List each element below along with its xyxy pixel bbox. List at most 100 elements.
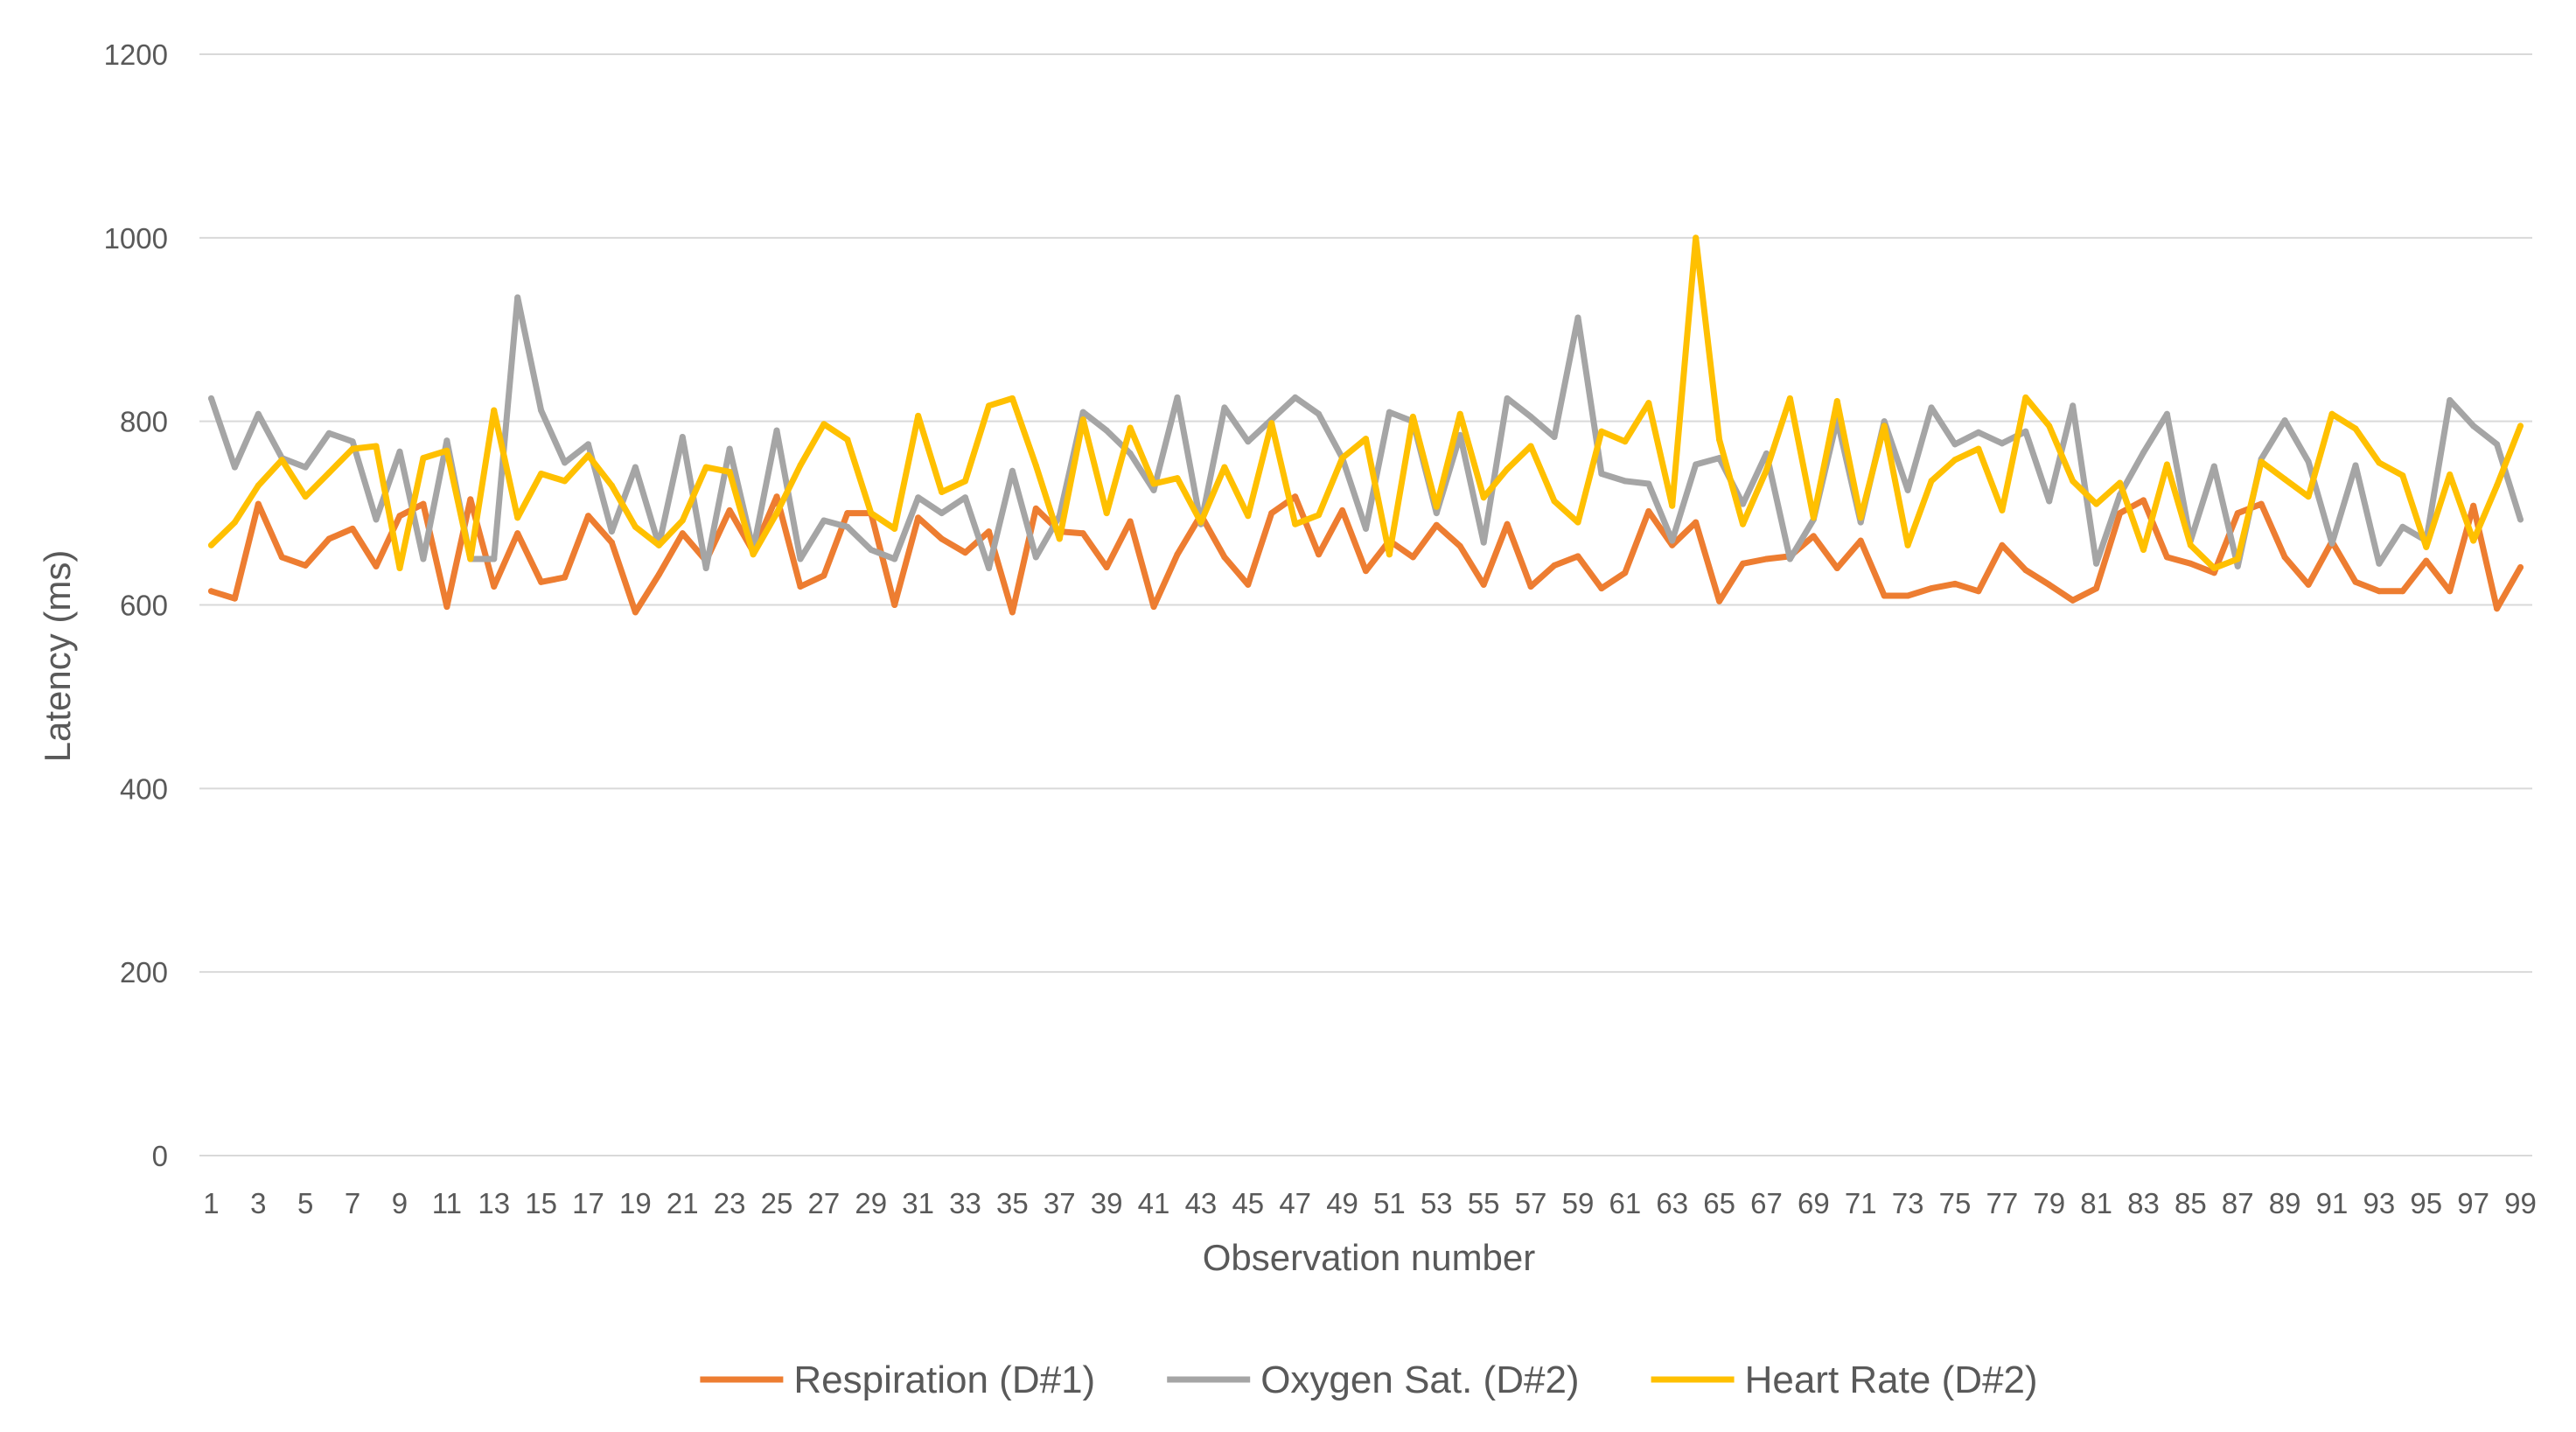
data-point [1339,506,1346,513]
data-point [1881,423,1888,430]
data-point [1810,533,1817,540]
legend: Respiration (D#1) Oxygen Sat. (D#2) Heart … [700,1359,2038,1401]
x-tick-label: 79 [2033,1187,2065,1219]
data-point [1928,404,1935,411]
y-tick-label: 1200 [104,38,168,71]
x-tick-label: 73 [1892,1187,1924,1219]
data-point [985,402,992,409]
data-point [1810,514,1817,521]
data-point [1786,555,1793,562]
data-point [655,541,662,548]
data-point [2046,581,2053,588]
data-point [1598,470,1605,477]
data-point [2093,585,2100,592]
data-point [1999,506,2006,513]
series-oxygen-sat-d-2 [207,294,2524,572]
data-point [1951,580,1958,587]
x-tick-label: 55 [1468,1187,1500,1219]
x-tick-label: 93 [2363,1187,2396,1219]
data-point [1316,512,1323,519]
data-point [2399,523,2406,530]
data-point [2470,502,2477,509]
data-point [2423,543,2430,550]
x-tick-label: 91 [2316,1187,2349,1219]
y-axis-title: Latency (ms) [37,550,78,763]
data-point [632,464,639,471]
data-point [396,565,403,572]
data-point [420,555,427,562]
y-tick-label: 400 [120,772,168,805]
data-point [1197,519,1204,526]
data-point [255,500,262,507]
data-point [773,510,780,517]
data-point [585,441,591,448]
x-tick-label: 31 [902,1187,934,1219]
data-point [1904,541,1911,548]
data-point [726,506,733,513]
data-point [1551,434,1558,441]
x-tick-label: 1 [203,1187,219,1219]
data-point [891,525,898,532]
data-point [1975,588,1982,595]
data-point [443,437,450,444]
data-point [1221,464,1228,471]
data-point [1032,462,1039,469]
data-point [1480,581,1487,588]
data-point [1103,563,1110,570]
data-point [2070,597,2077,604]
data-point [797,583,804,590]
gridlines [199,53,2532,974]
data-point [420,500,427,507]
x-tick-label: 5 [297,1187,313,1219]
data-point [1316,551,1323,558]
data-point [207,541,214,548]
legend-label: Heart Rate (D#2) [1745,1359,2038,1401]
data-point [726,468,733,475]
y-tick-label: 1000 [104,222,168,255]
data-point [2470,537,2477,544]
data-point [1716,437,1723,444]
data-point [2305,458,2312,465]
data-point [915,494,922,501]
data-point [1103,427,1110,434]
data-point [491,407,498,414]
x-axis-tick-labels: 1 3 5 7 9 11 13 15 17 19 21 23 25 27 29 31 33 35 37 39 41 43 4… [203,1187,2537,1219]
x-tick-label: 11 [432,1187,462,1219]
data-point [1504,395,1511,402]
data-point [1763,466,1770,473]
x-tick-label: 23 [714,1187,746,1219]
x-tick-label: 3 [250,1187,266,1219]
data-point [1551,498,1558,505]
data-point [1527,583,1534,590]
x-tick-label: 85 [2175,1187,2207,1219]
data-point [608,528,615,535]
data-point [939,535,946,542]
data-point [1928,478,1935,485]
x-tick-label: 57 [1515,1187,1547,1219]
x-tick-label: 49 [1326,1187,1358,1219]
x-tick-label: 75 [1939,1187,1972,1219]
data-point [679,530,686,537]
x-tick-label: 89 [2269,1187,2301,1219]
data-point [2140,449,2147,456]
x-tick-label: 27 [808,1187,841,1219]
data-point [585,451,591,458]
data-point [773,427,780,434]
x-tick-label: 29 [855,1187,887,1219]
data-point [2470,423,2477,430]
x-tick-label: 9 [392,1187,408,1219]
data-point [1363,568,1369,575]
data-point [2022,567,2029,574]
data-point [726,445,733,452]
data-point [1127,518,1134,525]
data-point [1904,486,1911,493]
data-point [1221,554,1228,561]
data-point [1363,525,1369,532]
data-point [2022,394,2029,401]
data-point [1693,519,1700,526]
data-point [1456,410,1463,417]
data-point [349,525,356,532]
data-point [2046,423,2053,430]
data-point [820,421,827,428]
data-point [655,571,662,578]
